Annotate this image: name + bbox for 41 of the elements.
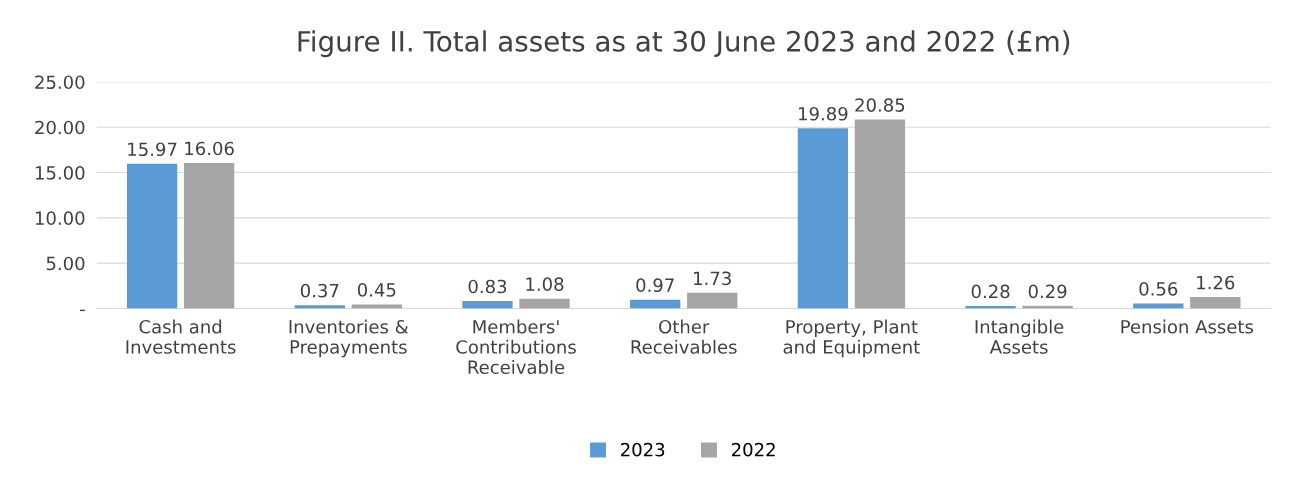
data-label: 0.28 bbox=[971, 284, 1010, 299]
data-label: 0.83 bbox=[468, 279, 507, 294]
x-tick-label: Other Receivables bbox=[631, 319, 737, 354]
x-tick-label: Inventories & Prepayments bbox=[289, 319, 409, 358]
x-tick-label: Members' Contributions Receivable bbox=[456, 319, 576, 374]
legend-label: 2022 bbox=[731, 442, 775, 457]
bar bbox=[462, 300, 513, 309]
data-label: 15.97 bbox=[128, 142, 177, 157]
data-label: 0.56 bbox=[1139, 282, 1178, 296]
bar bbox=[183, 162, 235, 309]
data-label: 1.73 bbox=[694, 271, 731, 286]
bar bbox=[687, 292, 738, 309]
y-tick-label: 20.00 bbox=[35, 120, 85, 135]
y-tick-label: 5.00 bbox=[46, 256, 85, 271]
legend-label: 2023 bbox=[621, 442, 665, 457]
data-label: 0.45 bbox=[357, 283, 396, 297]
x-tick-label: Property, Plant and Equipment bbox=[783, 319, 920, 358]
x-tick-label: Pension Assets bbox=[1121, 319, 1254, 334]
x-tick-label: Cash and Investments bbox=[126, 319, 236, 354]
y-tick-label: 25.00 bbox=[35, 75, 85, 90]
y-tick-label: 15.00 bbox=[35, 166, 85, 180]
data-label: 1.26 bbox=[1197, 275, 1235, 290]
data-label: 0.97 bbox=[636, 278, 674, 293]
y-tick-label: - bbox=[80, 309, 85, 312]
bar bbox=[630, 299, 681, 309]
bar bbox=[519, 298, 570, 309]
data-label: 1.08 bbox=[526, 277, 564, 292]
x-tick-label: Intangible Assets bbox=[975, 319, 1064, 354]
bar bbox=[1133, 303, 1184, 309]
data-label: 19.89 bbox=[799, 106, 848, 121]
bar bbox=[797, 128, 849, 309]
chart-title: Figure II. Total assets as at 30 June 2023 and 2022 (£m) bbox=[298, 30, 1070, 58]
bar bbox=[854, 119, 906, 309]
data-label: 0.37 bbox=[300, 283, 339, 298]
bar bbox=[1190, 297, 1241, 309]
bar bbox=[351, 304, 402, 309]
bar bbox=[126, 163, 178, 309]
data-label: 0.29 bbox=[1028, 284, 1067, 299]
data-label: 16.06 bbox=[185, 141, 234, 156]
data-label: 20.85 bbox=[855, 98, 905, 112]
y-tick-label: 10.00 bbox=[35, 211, 85, 225]
